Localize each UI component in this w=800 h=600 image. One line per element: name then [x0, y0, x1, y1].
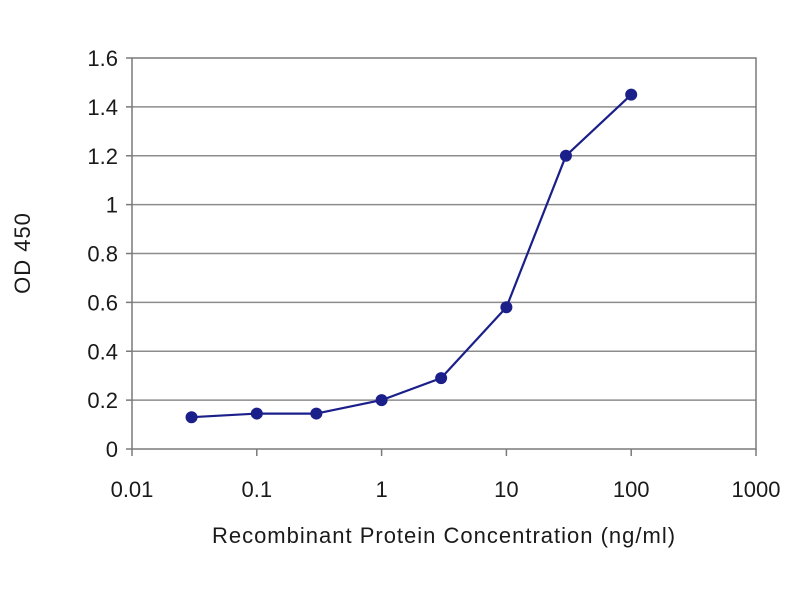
y-tick-label: 1.4: [87, 95, 118, 120]
data-point: [185, 411, 198, 424]
x-tick-label: 1: [375, 477, 387, 502]
y-tick-label: 0.2: [87, 388, 118, 413]
x-axis-ticks: 0.01 0.1 1 10 100 1000: [111, 449, 781, 502]
x-axis-title: Recombinant Protein Concentration (ng/ml…: [212, 523, 676, 548]
x-tick-label: 1000: [732, 477, 781, 502]
series-layer: [185, 88, 638, 424]
x-tick-label: 0.1: [242, 477, 273, 502]
y-tick-label: 1.6: [87, 46, 118, 71]
series-line: [191, 93, 632, 419]
y-axis-title: OD 450: [10, 212, 35, 294]
y-tick-label: 0.6: [87, 290, 118, 315]
x-tick-label: 10: [494, 477, 518, 502]
y-tick-label: 0.8: [87, 242, 118, 267]
x-tick-label: 100: [613, 477, 650, 502]
y-tick-label: 1.2: [87, 144, 118, 169]
data-point: [250, 407, 263, 420]
y-tick-label: 0.4: [87, 339, 118, 364]
data-point: [500, 301, 513, 314]
y-axis-ticks: 0 0.2 0.4 0.6 0.8 1 1.2 1.4 1.6: [87, 46, 132, 462]
data-point: [310, 407, 323, 420]
data-point: [435, 372, 448, 385]
data-point: [375, 394, 388, 407]
x-tick-label: 0.01: [111, 477, 154, 502]
data-point: [625, 88, 638, 101]
y-tick-label: 0: [106, 437, 118, 462]
data-point: [559, 149, 572, 162]
grid-lines: [132, 106, 756, 401]
y-tick-label: 1: [106, 193, 118, 218]
